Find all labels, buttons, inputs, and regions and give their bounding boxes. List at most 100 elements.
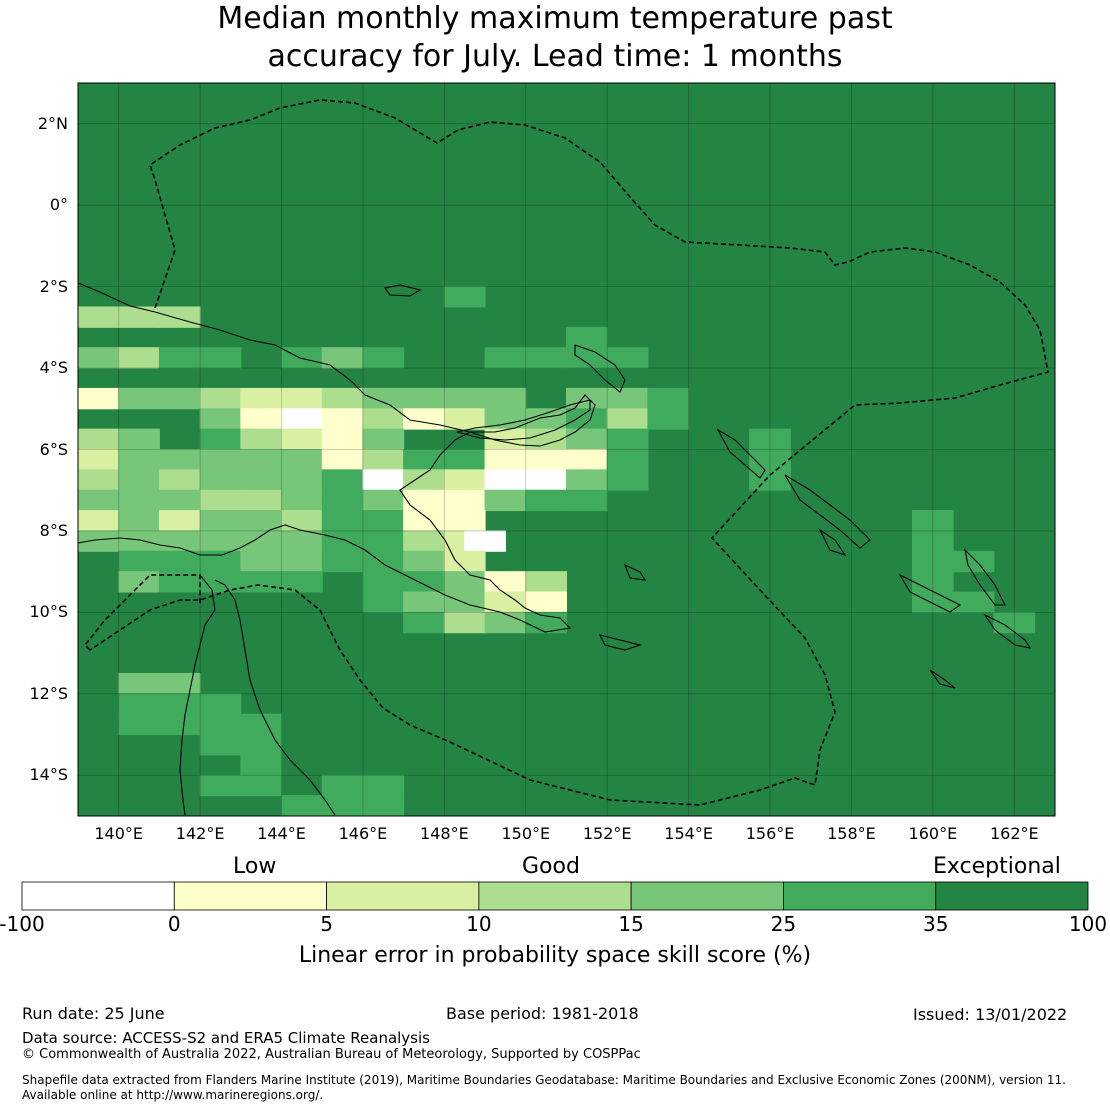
- skill-cell: [362, 449, 405, 471]
- skill-cell: [362, 408, 405, 430]
- skill-cell: [403, 469, 445, 491]
- skill-cell: [199, 428, 242, 450]
- new-britain-coastline: [456, 399, 591, 441]
- x-tick-label: 156°E: [745, 824, 795, 843]
- title-line-2: accuracy for July. Lead time: 1 months: [267, 39, 843, 74]
- skill-cell: [118, 449, 160, 471]
- skill-cell: [443, 449, 486, 471]
- skill-cell: [77, 306, 120, 328]
- skill-cell: [240, 571, 283, 593]
- malaita-coastline: [964, 548, 1006, 606]
- skill-cell: [362, 510, 405, 532]
- skill-cell: [912, 550, 954, 573]
- skill-cell: [403, 449, 445, 471]
- makira-coastline: [983, 613, 1032, 649]
- skill-cell: [403, 489, 445, 512]
- skill-cell: [77, 449, 120, 471]
- eez-png-north: [89, 99, 1049, 806]
- skill-cell: [362, 469, 405, 491]
- copyright: © Commonwealth of Australia 2022, Austra…: [22, 1047, 641, 1062]
- colorbar-segment: [935, 881, 1089, 911]
- skill-cell: [240, 510, 283, 532]
- skill-cell: [321, 469, 364, 491]
- skill-cell: [281, 469, 323, 491]
- skill-cell: [158, 571, 201, 593]
- skill-cell: [606, 449, 649, 471]
- skill-cell: [484, 489, 527, 512]
- skill-cell: [281, 571, 323, 593]
- cape-york-east-coastline: [214, 579, 336, 816]
- skill-cell: [77, 469, 120, 491]
- map-frame: [77, 82, 1056, 817]
- issued-date: Issued: 13/01/2022: [913, 1005, 1068, 1024]
- skill-cell: [240, 387, 283, 410]
- legend-category-exceptional: Exceptional: [933, 854, 1061, 879]
- skill-cell: [158, 672, 201, 695]
- skill-cell: [199, 510, 242, 532]
- skill-cell: [525, 571, 567, 593]
- skill-cell: [118, 571, 160, 593]
- skill-cell: [912, 530, 954, 552]
- skill-cell: [606, 428, 649, 450]
- skill-cell: [118, 510, 160, 532]
- skill-cell: [362, 387, 405, 410]
- skill-cell: [199, 469, 242, 491]
- base-period: Base period: 1981-2018: [446, 1004, 639, 1023]
- x-tick-label: 146°E: [338, 824, 388, 843]
- skill-cell: [484, 408, 527, 430]
- bougainville-coastline: [716, 428, 766, 479]
- colorbar-label: Linear error in probability space skill …: [298, 943, 812, 968]
- skill-cell: [240, 469, 283, 491]
- y-tick-label: 0°: [49, 195, 68, 215]
- skill-cell: [362, 428, 405, 450]
- skill-cell: [321, 795, 364, 817]
- skill-cell: [484, 347, 527, 369]
- skill-cell: [158, 693, 201, 715]
- skill-cell: [321, 774, 364, 797]
- x-tick-label: 158°E: [827, 824, 876, 843]
- skill-cell: [566, 449, 608, 471]
- skill-cell: [199, 693, 242, 715]
- skill-cell: [566, 347, 608, 369]
- x-tick-label: 154°E: [664, 824, 713, 843]
- data-source: Data source: ACCESS-S2 and ERA5 Climate …: [22, 1029, 430, 1047]
- skill-cell: [566, 469, 608, 491]
- skill-cell: [118, 530, 160, 552]
- skill-cell: [566, 408, 608, 430]
- skill-cell: [362, 774, 405, 797]
- skill-cell: [606, 387, 649, 410]
- skill-cell: [118, 347, 160, 369]
- skill-cell: [240, 774, 283, 797]
- skill-cell: [199, 449, 242, 471]
- colorbar-segment: [326, 881, 480, 911]
- skill-cell: [443, 510, 486, 532]
- skill-cell: [403, 591, 445, 613]
- x-tick-label: 152°E: [582, 824, 632, 843]
- skill-cell: [118, 489, 160, 512]
- skill-cell: [525, 469, 567, 491]
- skill-cell: [321, 449, 364, 471]
- skill-cell: [952, 591, 995, 613]
- skill-cell: [77, 347, 120, 369]
- skill-cell: [118, 713, 160, 736]
- skill-cell: [199, 408, 242, 430]
- skill-cell: [403, 550, 445, 573]
- colorbar-segment: [21, 881, 175, 911]
- y-tick-label: 4°S: [39, 358, 68, 378]
- skill-cell: [362, 530, 405, 552]
- skill-cell: [525, 611, 567, 634]
- skill-cell: [199, 713, 242, 736]
- skill-cell: [158, 713, 201, 736]
- skill-cell: [952, 550, 995, 573]
- skill-cell: [749, 428, 791, 450]
- skill-cell: [484, 611, 527, 634]
- skill-cell: [281, 489, 323, 512]
- skill-cell: [403, 611, 445, 634]
- skill-cell: [912, 571, 954, 593]
- solomon-islands-coastline: [784, 474, 871, 549]
- legend-category-good: Good: [522, 854, 580, 879]
- skill-cell: [403, 387, 445, 410]
- skill-cell: [199, 774, 242, 797]
- title-line-1: Median monthly maximum temperature past: [217, 1, 893, 36]
- skill-cell: [525, 591, 567, 613]
